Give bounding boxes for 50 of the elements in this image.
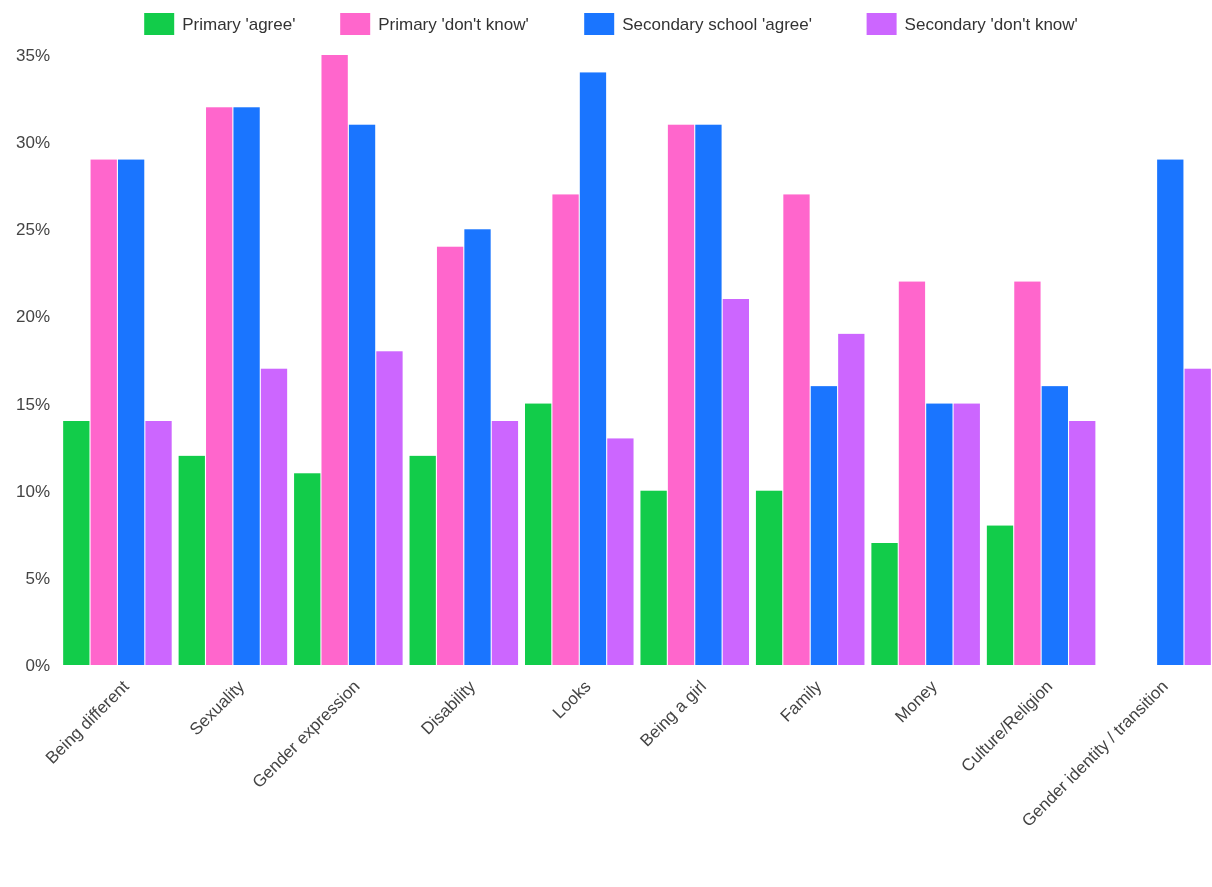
- bar: [321, 55, 348, 665]
- bar: [552, 194, 579, 665]
- y-tick-label: 15%: [15, 394, 50, 414]
- bar: [348, 124, 376, 665]
- bar: [233, 107, 260, 665]
- bar: [755, 490, 783, 665]
- y-tick-label: 25%: [15, 220, 50, 240]
- legend-label: Secondary 'don't know': [904, 14, 1078, 34]
- bar: [695, 124, 722, 665]
- bar: [145, 421, 172, 665]
- bar: [464, 229, 491, 665]
- bar: [525, 403, 552, 665]
- bar: [607, 438, 634, 665]
- bar: [898, 281, 926, 665]
- bar: [260, 368, 288, 665]
- bar: [436, 246, 464, 665]
- bar: [117, 159, 145, 665]
- bar: [640, 490, 667, 665]
- bar: [1184, 368, 1211, 665]
- legend-label: Primary 'don't know': [378, 14, 529, 34]
- bar: [871, 543, 898, 665]
- y-tick-label: 30%: [15, 133, 50, 153]
- bar: [90, 159, 117, 665]
- legend-label: Secondary school 'agree': [622, 14, 813, 34]
- bar: [667, 124, 695, 665]
- y-tick-label: 5%: [25, 568, 50, 588]
- bar: [178, 455, 205, 665]
- bar: [409, 455, 436, 665]
- y-tick-label: 20%: [15, 307, 50, 327]
- bar: [579, 72, 607, 665]
- bar: [1157, 159, 1184, 665]
- bar: [926, 403, 953, 665]
- bar: [206, 107, 233, 665]
- bar: [491, 421, 519, 665]
- bar: [294, 473, 321, 665]
- bar: [63, 421, 90, 665]
- bar: [953, 403, 980, 665]
- bar: [1041, 386, 1068, 665]
- bar: [838, 333, 865, 665]
- bar: [376, 351, 403, 665]
- bar: [722, 299, 749, 665]
- bar: [1014, 281, 1041, 665]
- bar: [986, 525, 1014, 665]
- bar: [810, 386, 838, 665]
- y-tick-label: 35%: [15, 45, 50, 65]
- bar: [783, 194, 810, 665]
- bar: [1069, 421, 1096, 665]
- y-tick-label: 0%: [25, 655, 50, 675]
- legend-label: Primary 'agree': [182, 14, 296, 34]
- y-tick-label: 10%: [15, 481, 50, 501]
